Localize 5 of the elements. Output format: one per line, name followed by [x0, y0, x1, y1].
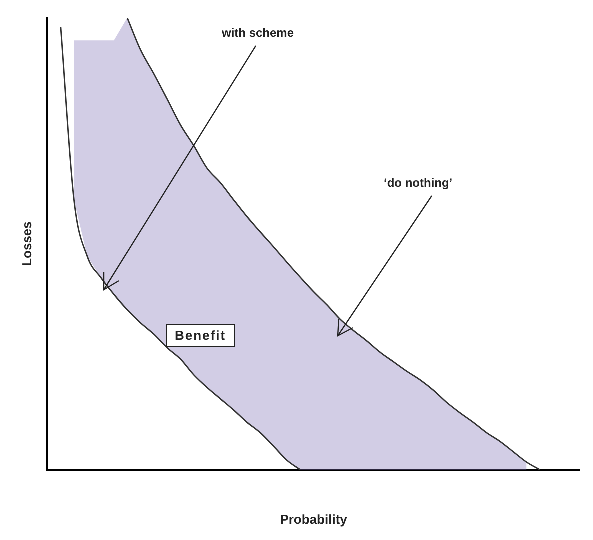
y-axis-title: Losses [19, 222, 34, 266]
annotation: Benefit [166, 324, 236, 347]
annotation: ‘do nothing’ [384, 176, 453, 190]
annotation: with scheme [222, 26, 294, 40]
x-axis-title: Probability [280, 512, 348, 527]
